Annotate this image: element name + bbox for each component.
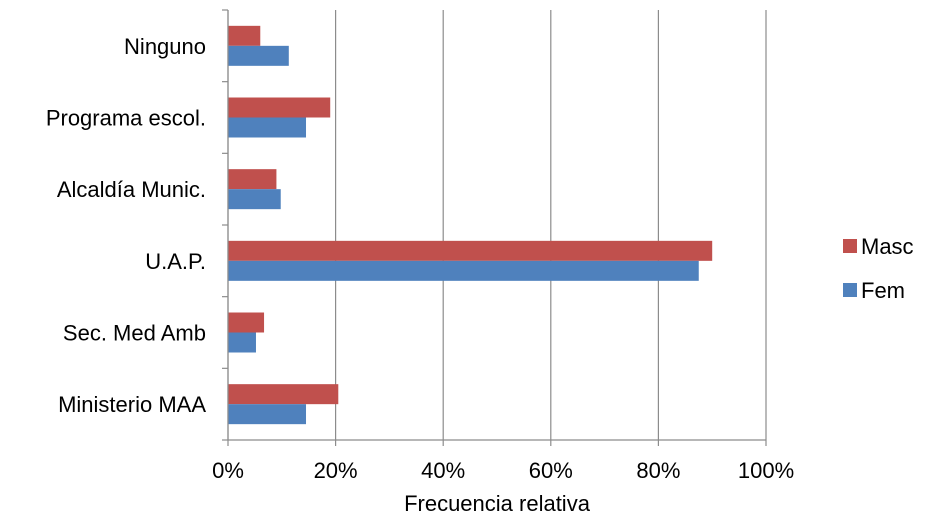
x-tick-label: 40%: [421, 458, 465, 483]
bar-fem: [228, 260, 699, 281]
category-label: U.A.P.: [145, 249, 206, 274]
category-label: Sec. Med Amb: [63, 321, 206, 346]
gridlines: [227, 10, 767, 440]
category-label: Ministerio MAA: [58, 392, 206, 417]
bar-fem: [228, 404, 307, 425]
bar-fem: [228, 45, 289, 66]
bar-masc: [228, 240, 713, 261]
bar-masc: [228, 25, 261, 46]
bar-masc: [228, 312, 265, 333]
bar-masc: [228, 169, 277, 190]
x-tick-label: 0%: [212, 458, 244, 483]
legend-swatch-masc: [843, 239, 857, 253]
legend-swatch-fem: [843, 283, 857, 297]
category-label: Alcaldía Munic.: [57, 177, 206, 202]
bars: [228, 25, 713, 425]
legend-label-fem: Fem: [861, 278, 905, 303]
bar-fem: [228, 189, 281, 210]
tick-labels: 0% 20% 40% 60% 80% 100%: [212, 458, 794, 483]
bar-masc: [228, 384, 339, 405]
bar-fem: [228, 332, 256, 353]
bar-masc: [228, 97, 331, 118]
x-axis-title: Frecuencia relativa: [404, 491, 591, 516]
category-labels: Ministerio MAA Sec. Med Amb U.A.P. Alcaldía…: [46, 34, 207, 417]
x-tick-label: 20%: [314, 458, 358, 483]
x-tick-label: 100%: [738, 458, 794, 483]
legend: Masc Fem: [843, 234, 914, 303]
legend-label-masc: Masc: [861, 234, 914, 259]
category-label: Ninguno: [124, 34, 206, 59]
category-label: Programa escol.: [46, 106, 206, 131]
axes: [222, 9, 767, 446]
x-tick-label: 60%: [529, 458, 573, 483]
x-tick-label: 80%: [636, 458, 680, 483]
bar-fem: [228, 117, 307, 138]
